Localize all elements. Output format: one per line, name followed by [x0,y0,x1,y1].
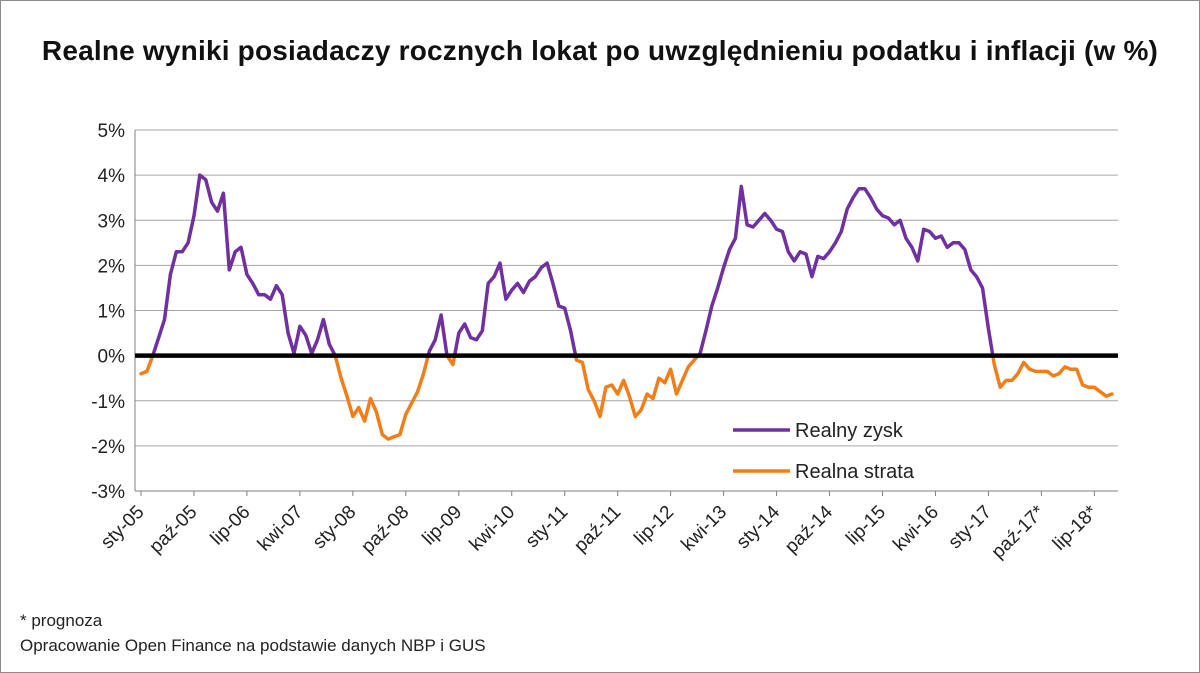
y-axis: 5% 4% 3% 2% 1% 0% -1% -2% -3% [91,121,136,503]
x-tick-label: paź-17* [988,501,1050,563]
x-tick-label: sty-11 [522,502,572,552]
y-tick-label: 1% [98,302,126,323]
x-tick-label: lip-09 [419,502,467,550]
grid-lines [135,129,1118,492]
series-line-realna-strata [445,353,457,367]
x-tick-label: kwi-07 [254,502,308,556]
series-line-realna-strata [333,353,430,441]
x-tick-label: sty-05 [97,502,148,553]
y-tick-label: -1% [91,392,125,413]
legend: Realny zysk Realna strata [733,420,915,483]
x-tick-label: sty-08 [309,502,360,553]
y-tick-label: 2% [98,256,126,277]
legend-label: Realny zysk [795,420,904,442]
y-tick-label: -3% [91,482,125,503]
y-tick-label: 4% [98,166,126,187]
x-tick-label: lip-12 [630,502,678,550]
y-tick-label: 3% [98,211,126,232]
series-line-realna-strata [991,353,1114,398]
x-tick-label: paź-11 [570,502,625,557]
chart-notes: * prognoza Opracowanie Open Finance na p… [20,608,486,658]
x-tick-label: paź-08 [357,502,413,558]
series-line-realny-zysk [696,184,995,358]
x-tick-label: kwi-13 [677,502,731,556]
series-line-realny-zysk [151,173,337,358]
series-line-realny-zysk [426,313,449,358]
x-tick-label: lip-15 [842,502,890,550]
legend-label: Realna strata [795,461,915,483]
x-tick-label: kwi-16 [889,502,943,556]
series-lines [135,173,1118,441]
x-tick-label: paź-05 [146,502,202,558]
series-line-realna-strata [139,353,155,376]
x-tick-label: lip-18* [1049,501,1102,554]
chart-title: Realne wyniki posiadaczy rocznych lokat … [41,35,1159,66]
source-note: Opracowanie Open Finance na podstawie da… [20,636,486,655]
x-tick-label: lip-06 [207,502,255,550]
series-line-realna-strata [573,353,700,419]
y-tick-label: 0% [98,347,126,368]
x-tick-label: paź-14 [781,501,837,557]
series-line-realny-zysk [452,261,578,358]
y-tick-label: -2% [91,437,125,458]
footnote: * prognoza [20,611,103,630]
y-tick-label: 5% [98,121,126,142]
x-tick-label: kwi-10 [466,502,520,556]
x-tick-label: sty-17 [945,502,996,553]
x-tick-label: sty-14 [733,501,785,553]
